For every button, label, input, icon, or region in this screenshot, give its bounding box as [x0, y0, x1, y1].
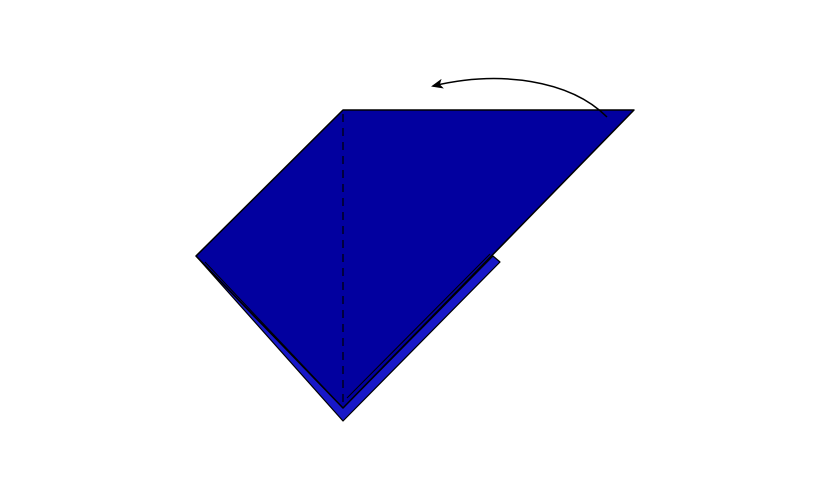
- inner-layer-edge-left: [204, 261, 344, 409]
- inner-layer-edge: [346, 253, 491, 399]
- paper-front-layer: [195, 109, 635, 409]
- fold-arrow: [431, 77, 608, 118]
